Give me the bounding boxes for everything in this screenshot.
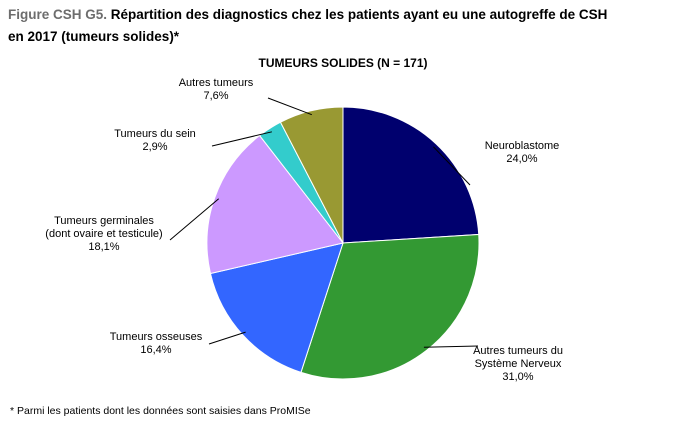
leader-line: [208, 331, 246, 345]
pie-slice: [342, 106, 480, 244]
slice-label: Neuroblastome 24,0%: [485, 140, 560, 165]
slice-label: Autres tumeurs 7,6%: [179, 77, 254, 102]
pie-slice: [279, 106, 344, 244]
slice-label-text: Système Nerveux: [475, 358, 562, 370]
leader-lines: [169, 97, 479, 348]
slice-value-label: 24,0%: [506, 153, 537, 165]
leader-line: [267, 97, 312, 116]
footnote: * Parmi les patients dont les données so…: [10, 405, 311, 417]
slice-value-label: 31,0%: [502, 371, 533, 383]
slice-label-text: Autres tumeurs: [179, 77, 254, 89]
figure-title-line1: Répartition des diagnostics chez les pat…: [107, 7, 608, 22]
pie-slice: [206, 134, 344, 275]
slice-label-text: (dont ovaire et testicule): [45, 228, 162, 240]
slice-label: Tumeurs du sein 2,9%: [114, 128, 196, 153]
figure-title: Figure CSH G5. Répartition des diagnosti…: [8, 4, 668, 48]
leader-line: [169, 198, 220, 241]
slice-label-text: Autres tumeurs du: [473, 345, 563, 357]
slice-value-label: 2,9%: [142, 141, 167, 153]
slice-label-text: Tumeurs osseuses: [110, 331, 203, 343]
figure-number: Figure CSH G5.: [8, 7, 108, 22]
pie-slices: [206, 106, 480, 380]
slice-value-label: 18,1%: [88, 241, 119, 253]
leader-line: [433, 146, 471, 186]
slice-value-label: 16,4%: [140, 344, 171, 356]
slice-label: Autres tumeurs du Système Nerveux 31,0%: [473, 345, 563, 383]
pie-slice: [300, 233, 480, 380]
slice-labels: Neuroblastome 24,0% Autres tumeurs du Systè…: [45, 77, 563, 383]
slice-label: Tumeurs germinales (dont ovaire et testic…: [45, 215, 162, 253]
chart-title: TUMEURS SOLIDES (N = 171): [258, 56, 427, 70]
slice-value-label: 7,6%: [203, 90, 228, 102]
leader-line: [211, 131, 273, 147]
slice-label-text: Neuroblastome: [485, 140, 560, 152]
pie-slice: [209, 242, 344, 373]
leader-line: [423, 345, 479, 348]
slice-label: Tumeurs osseuses 16,4%: [110, 331, 203, 356]
slice-label-text: Tumeurs germinales: [54, 215, 154, 227]
slice-label-text: Tumeurs du sein: [114, 128, 196, 140]
figure-title-line2: en 2017 (tumeurs solides)*: [8, 29, 180, 44]
